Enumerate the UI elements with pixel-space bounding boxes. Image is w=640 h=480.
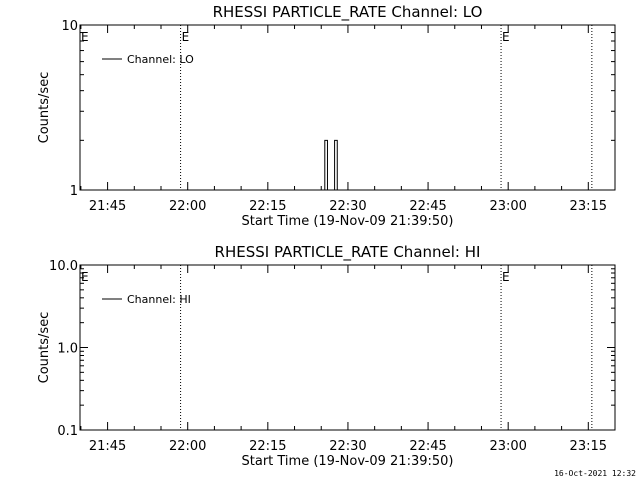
y-axis-label-0: Counts/sec — [37, 72, 52, 144]
chart-title-0: RHESSI PARTICLE_RATE Channel: LO — [213, 3, 483, 22]
start-marker-label: E — [81, 270, 89, 284]
y-tick-label: 10 — [61, 19, 78, 34]
x-tick-label: 21:45 — [89, 439, 126, 454]
timestamp-footer: 16-Oct-2021 12:32 — [554, 469, 636, 478]
y-tick-label: 0.1 — [57, 424, 78, 439]
x-tick-label: 23:00 — [489, 439, 526, 454]
chart-title-1: RHESSI PARTICLE_RATE Channel: HI — [215, 243, 481, 262]
x-tick-label: 23:15 — [570, 199, 607, 214]
event-marker-label: E — [502, 270, 510, 284]
y-tick-label: 10.0 — [49, 259, 78, 274]
plot-frame-1 — [79, 264, 616, 431]
x-tick-label: 22:30 — [329, 199, 366, 214]
x-tick-label: 22:15 — [249, 199, 286, 214]
x-tick-label: 23:15 — [570, 439, 607, 454]
x-tick-label: 22:45 — [409, 199, 446, 214]
x-tick-label: 22:15 — [249, 439, 286, 454]
plot-frame-0 — [79, 24, 616, 191]
data-spike — [324, 139, 328, 190]
x-tick-label: 22:30 — [329, 439, 366, 454]
event-marker-label: E — [182, 30, 190, 44]
start-marker-label: E — [81, 30, 89, 44]
x-axis-label-0: Start Time (19-Nov-09 21:39:50) — [242, 214, 454, 229]
x-tick-label: 22:00 — [169, 199, 206, 214]
y-tick-label: 1.0 — [57, 342, 78, 357]
x-tick-label: 23:00 — [489, 199, 526, 214]
x-tick-label: 22:45 — [409, 439, 446, 454]
event-marker-label: E — [502, 30, 510, 44]
x-tick-label: 21:45 — [89, 199, 126, 214]
data-spike — [334, 139, 338, 190]
x-axis-label-1: Start Time (19-Nov-09 21:39:50) — [242, 454, 454, 469]
y-tick-label: 1 — [70, 184, 78, 199]
legend-label: Channel: LO — [127, 53, 194, 66]
y-axis-label-1: Counts/sec — [37, 312, 52, 384]
x-tick-label: 22:00 — [169, 439, 206, 454]
legend-label: Channel: HI — [127, 293, 191, 306]
